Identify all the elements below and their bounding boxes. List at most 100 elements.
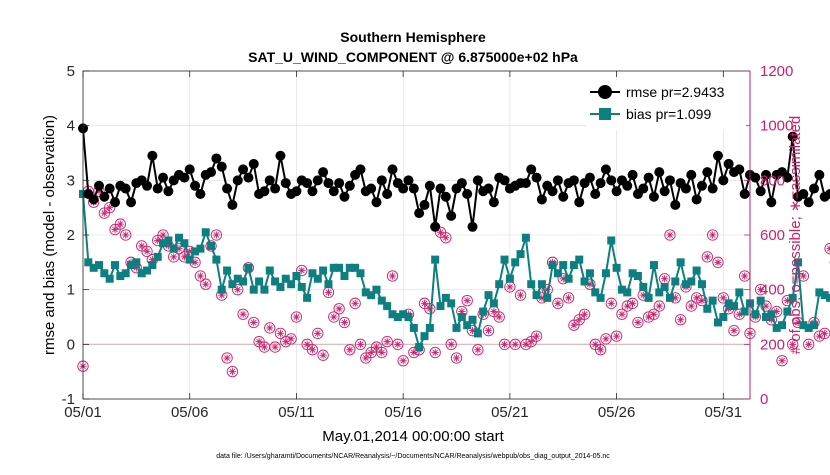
- rmse-point: [670, 199, 681, 210]
- assimilated-obs-point: [714, 258, 722, 266]
- asterisk-stroke: [368, 349, 375, 356]
- rmse-point: [424, 180, 435, 191]
- bias-point: [612, 263, 621, 272]
- possible-obs-point: [701, 251, 713, 263]
- assimilated-obs-point: [394, 340, 402, 348]
- bias-point: [628, 269, 637, 278]
- asterisk-stroke: [741, 273, 748, 279]
- assimilated-obs-point: [250, 318, 258, 327]
- assimilated-obs-point: [484, 327, 493, 335]
- possible-obs-point: [242, 262, 255, 274]
- asterisk-stroke: [282, 338, 289, 345]
- bias-point: [735, 288, 744, 297]
- bias-point: [580, 277, 589, 286]
- asterisk-stroke: [629, 300, 636, 307]
- asterisk-stroke: [384, 338, 391, 345]
- rmse-point: [312, 175, 323, 186]
- asterisk-stroke: [501, 341, 508, 348]
- asterisk-stroke: [512, 341, 519, 348]
- rmse-point: [430, 221, 441, 232]
- assimilated-obs-point: [564, 294, 573, 302]
- bias-point: [772, 323, 781, 332]
- asterisk-stroke: [213, 232, 220, 238]
- possible-obs-point: [114, 218, 127, 230]
- assimilated-obs-point: [799, 272, 807, 280]
- bias-point: [260, 285, 269, 294]
- rmse-point: [734, 164, 745, 175]
- bias-point: [762, 313, 771, 321]
- possible-obs-point: [440, 232, 452, 244]
- assimilated-obs-point: [522, 340, 530, 348]
- asterisk-stroke: [491, 308, 497, 315]
- asterisk-stroke: [346, 346, 353, 353]
- legend-box: [586, 80, 746, 130]
- possible-obs-point: [653, 300, 665, 312]
- asterisk-stroke: [757, 286, 764, 293]
- bias-point: [127, 261, 136, 270]
- possible-obs-point: [664, 229, 676, 241]
- x-axis-ticks: 05/01 05/06 05/11 05/16 05/21 05/26 05/31: [64, 71, 742, 421]
- asterisk-stroke: [507, 284, 513, 290]
- asterisk-stroke: [827, 245, 830, 250]
- rmse-point: [398, 183, 409, 194]
- possible-obs-point: [562, 292, 575, 304]
- bias-point: [516, 250, 525, 259]
- rmse-point: [387, 164, 398, 175]
- possible-obs-point: [290, 311, 303, 323]
- rmse-point: [627, 169, 638, 180]
- bias-point: [527, 280, 536, 289]
- assimilated-obs-point: [106, 204, 114, 212]
- assimilated-obs-point: [212, 231, 220, 239]
- y2-tick-label: 800: [760, 172, 785, 189]
- asterisk-stroke: [453, 355, 460, 361]
- asterisk-stroke: [645, 314, 652, 320]
- assimilated-obs-point: [388, 272, 397, 280]
- rmse-point: [307, 186, 318, 197]
- rmse-point: [787, 131, 798, 142]
- possible-obs-point: [717, 292, 729, 304]
- rmse-point: [766, 197, 777, 208]
- possible-obs-point: [104, 202, 116, 214]
- asterisk-stroke: [677, 316, 684, 323]
- asterisk-stroke: [234, 286, 241, 293]
- bias-point: [452, 323, 461, 332]
- bias-point: [287, 280, 296, 289]
- rmse-point: [440, 191, 451, 202]
- bias-point: [681, 280, 690, 289]
- rmse-point: [152, 183, 163, 194]
- assimilated-obs-point: [228, 368, 237, 376]
- asterisk-stroke: [693, 295, 700, 301]
- asterisk-stroke: [138, 243, 145, 249]
- bias-point: [180, 239, 189, 248]
- assimilated-obs-point: [330, 313, 338, 321]
- rmse-point: [723, 158, 734, 169]
- rmse-point: [611, 186, 622, 197]
- bias-point: [660, 282, 669, 291]
- y-axis-ticks: -1 0 1 2 3 4 5: [62, 63, 89, 408]
- bias-point: [356, 269, 365, 278]
- assimilated-obs-point: [351, 299, 359, 307]
- asterisk-stroke: [619, 311, 625, 318]
- assimilated-obs-point: [580, 310, 589, 318]
- possible-obs-point: [141, 245, 153, 258]
- rmse-point: [574, 197, 585, 208]
- rmse-point: [419, 199, 430, 210]
- assimilated-obs-point: [319, 351, 327, 359]
- possible-obs-point: [312, 327, 324, 340]
- rmse-point: [718, 175, 729, 186]
- rmse-point: [638, 183, 649, 194]
- rmse-point: [520, 178, 531, 189]
- possible-obs-point: [349, 297, 361, 309]
- bias-point: [756, 296, 765, 305]
- bias-point: [607, 236, 616, 245]
- x-tick-label: 05/11: [278, 404, 314, 421]
- bias-point: [388, 310, 397, 319]
- asterisk-stroke: [789, 341, 796, 348]
- assimilated-obs-point: [826, 245, 830, 253]
- plot-area: 05/01 05/06 05/11 05/16 05/21 05/26 05/31-1012…: [62, 63, 830, 421]
- assimilated-obs-point: [778, 357, 786, 365]
- rmse-point: [648, 191, 659, 202]
- assimilated-obs-point: [314, 329, 322, 337]
- rmse-point: [622, 180, 633, 191]
